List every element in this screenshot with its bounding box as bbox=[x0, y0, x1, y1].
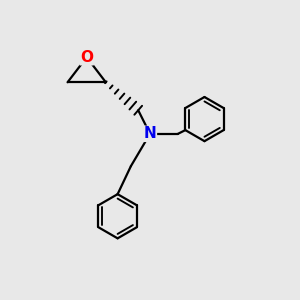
Text: N: N bbox=[144, 126, 156, 141]
Text: O: O bbox=[80, 50, 93, 65]
